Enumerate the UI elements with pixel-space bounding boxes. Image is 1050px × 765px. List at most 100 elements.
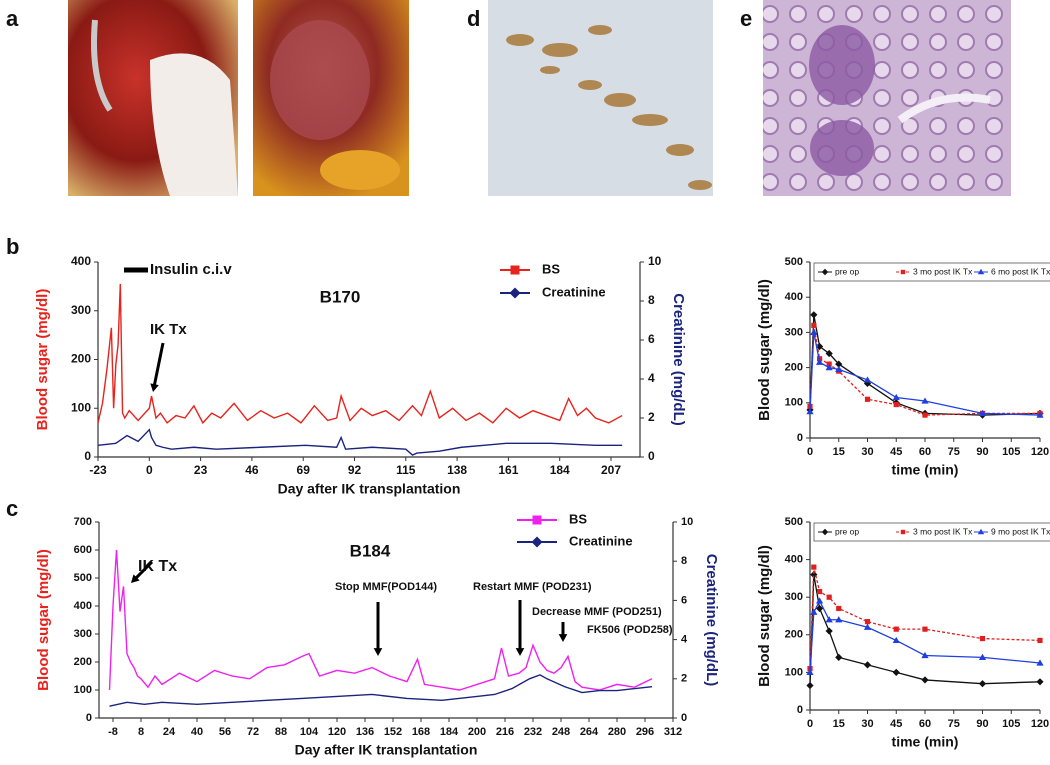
y2-tick-label: 0 xyxy=(681,712,687,724)
x-tick-label: 280 xyxy=(608,726,626,738)
legend-box xyxy=(813,262,1050,282)
x-tick-label: 75 xyxy=(948,718,960,730)
photo xyxy=(253,0,409,196)
y-axis-label: Blood sugar (mg/dl) xyxy=(756,545,773,687)
y-tick-label: 300 xyxy=(74,628,92,640)
y2-tick-label: 8 xyxy=(681,555,687,567)
legend-label: Creatinine xyxy=(569,533,633,548)
annotation: Restart MMF (POD231) xyxy=(473,581,592,593)
y-tick-label: 200 xyxy=(785,629,803,641)
marker xyxy=(921,651,929,659)
marker xyxy=(811,564,817,570)
legend-label: BS xyxy=(542,261,560,276)
marker xyxy=(863,376,872,383)
marker xyxy=(836,605,842,612)
x-tick-label: 45 xyxy=(890,446,902,458)
marker xyxy=(811,322,817,328)
marker xyxy=(922,626,928,632)
x-tick-label: 105 xyxy=(1002,718,1020,730)
x-tick-label: 104 xyxy=(300,726,319,738)
x-tick-label: 72 xyxy=(247,726,259,738)
legend-label: pre op xyxy=(835,526,859,536)
x-tick-label: 200 xyxy=(468,726,486,738)
y2-tick-label: 10 xyxy=(648,254,662,268)
y-tick-label: 400 xyxy=(74,600,92,612)
x-tick-label: 115 xyxy=(396,463,416,477)
x-tick-label: 92 xyxy=(348,463,362,477)
photo xyxy=(763,0,1011,196)
data-line xyxy=(809,566,1041,669)
x-tick-label: 56 xyxy=(219,726,231,738)
marker xyxy=(821,268,829,276)
marker xyxy=(863,661,872,669)
x-axis-label: time (min) xyxy=(892,734,959,750)
y-tick-label: 200 xyxy=(785,362,803,374)
annotation-arrow xyxy=(152,342,165,386)
x-tick-label: 90 xyxy=(976,718,988,730)
annotation-arrowhead xyxy=(558,634,568,642)
x-tick-label: 30 xyxy=(861,718,873,730)
x-tick-label: 138 xyxy=(447,463,467,477)
x-axis-label: time (min) xyxy=(892,462,959,478)
y-tick-label: 300 xyxy=(785,326,803,338)
marker xyxy=(893,626,899,632)
x-tick-label: 40 xyxy=(191,726,203,738)
y-tick-label: 300 xyxy=(71,303,91,317)
x-tick-label: 120 xyxy=(328,726,346,738)
marker xyxy=(825,349,833,358)
marker xyxy=(835,365,843,372)
marker xyxy=(815,604,824,613)
x-axis-label: Day after IK transplantation xyxy=(278,481,461,497)
annotation-arrowhead xyxy=(150,383,159,392)
y-tick-label: 600 xyxy=(74,544,92,556)
legend-box xyxy=(813,522,1050,542)
marker xyxy=(1037,637,1043,644)
y-tick-label: 300 xyxy=(785,591,803,603)
marker xyxy=(863,623,872,630)
y-tick-label: 400 xyxy=(71,254,91,268)
panel-label: d xyxy=(467,6,480,31)
y2-tick-label: 0 xyxy=(648,449,655,463)
y2-tick-label: 6 xyxy=(681,594,687,606)
x-tick-label: 30 xyxy=(861,446,873,458)
x-tick-label: 207 xyxy=(601,463,621,477)
y2-tick-label: 6 xyxy=(648,332,655,346)
y-tick-label: 700 xyxy=(74,516,92,528)
marker xyxy=(1036,659,1044,666)
marker xyxy=(532,515,542,525)
marker xyxy=(835,653,843,661)
x-tick-label: 90 xyxy=(976,446,988,458)
photo xyxy=(488,0,713,196)
x-tick-label: 45 xyxy=(890,718,902,730)
y-tick-label: 0 xyxy=(797,704,803,716)
marker xyxy=(900,529,906,535)
data-line xyxy=(109,674,653,707)
marker xyxy=(892,636,900,644)
x-tick-label: 24 xyxy=(163,726,176,738)
data-line xyxy=(97,283,623,425)
legend-label: 3 mo post IK Tx xyxy=(913,266,973,276)
annotation-arrowhead xyxy=(515,648,525,656)
y2-axis-label: Creatinine (mg/dL) xyxy=(703,554,720,687)
x-tick-label: 15 xyxy=(833,446,845,458)
y2-tick-label: 8 xyxy=(648,293,655,307)
photo xyxy=(68,0,238,197)
data-line xyxy=(809,599,1041,673)
annotation: IK Tx xyxy=(150,321,187,338)
marker xyxy=(977,528,985,535)
marker xyxy=(892,668,900,676)
marker xyxy=(1036,411,1044,418)
marker xyxy=(815,342,824,351)
marker xyxy=(921,676,929,684)
panel-label: b xyxy=(6,234,19,259)
x-tick-label: -8 xyxy=(108,726,118,738)
x-tick-label: 152 xyxy=(384,726,402,738)
y-tick-label: 500 xyxy=(785,516,803,528)
marker xyxy=(864,396,871,402)
legend-label: 9 mo post IK Tx xyxy=(991,526,1050,536)
marker xyxy=(810,608,818,615)
annotation: Stop MMF(POD144) xyxy=(335,581,437,593)
x-tick-label: 105 xyxy=(1002,446,1020,458)
marker xyxy=(815,597,824,604)
x-tick-label: 0 xyxy=(146,463,153,477)
